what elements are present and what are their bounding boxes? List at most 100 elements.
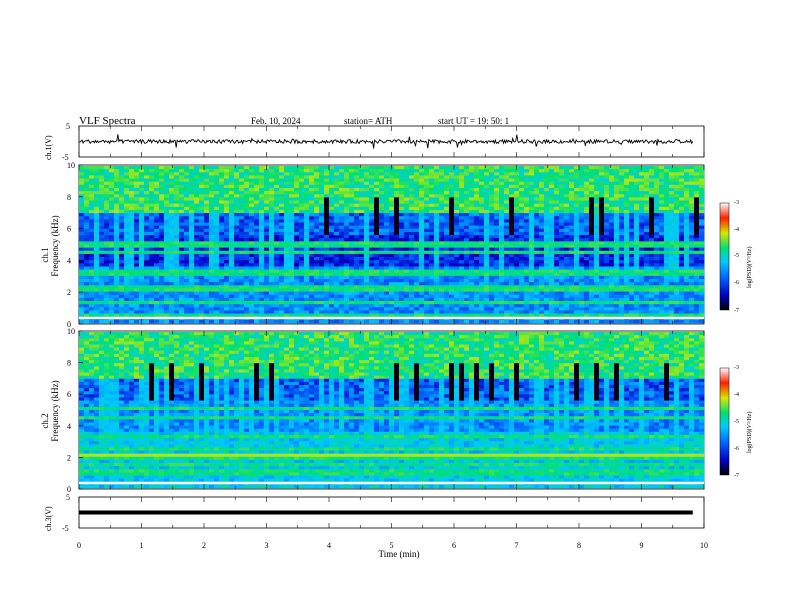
spec-cell: [149, 181, 155, 186]
spec-cell: [289, 172, 295, 176]
spec-cell: [409, 194, 415, 198]
spec-cell: [109, 235, 115, 239]
spec-cell: [649, 172, 655, 176]
spec-cell: [389, 187, 395, 192]
spec-cell: [454, 263, 460, 267]
spec-cell: [269, 181, 275, 186]
spec-cell: [464, 272, 470, 277]
spec-cell: [669, 213, 675, 217]
spec-cell: [409, 206, 415, 211]
spec-cell: [439, 203, 445, 208]
spec-cell: [579, 257, 585, 261]
spec-cell: [379, 206, 385, 211]
spec-cell: [489, 272, 495, 277]
spec-cell: [339, 203, 345, 208]
spec-cell: [419, 166, 425, 170]
spec-cell: [399, 269, 405, 274]
spec-cell: [689, 241, 695, 245]
spec-cell: [369, 166, 375, 170]
spec-cell: [289, 285, 295, 289]
spec-cell: [274, 216, 280, 220]
spec-cell: [474, 213, 480, 217]
spec-cell: [149, 213, 155, 217]
spec-cell: [559, 238, 565, 242]
spec-cell: [509, 272, 515, 277]
spec-cell: [224, 253, 230, 258]
spec-cell: [514, 172, 520, 176]
spec-cell: [454, 178, 460, 182]
spec-cell: [514, 247, 520, 252]
spec-cell: [634, 272, 640, 277]
spec-cell: [499, 225, 505, 230]
spec-cell: [519, 187, 525, 192]
spec-cell: [119, 200, 125, 204]
spec-cell: [674, 194, 680, 198]
spec-cell: [304, 203, 310, 208]
spec-cell: [539, 285, 545, 289]
spec-cell: [689, 213, 695, 217]
spec-cell: [484, 187, 490, 192]
spec-cell: [294, 247, 300, 252]
spec-cell: [349, 275, 355, 280]
spec-cell: [309, 219, 315, 223]
spec-cell: [464, 263, 470, 267]
spec-cell: [499, 184, 505, 189]
spec-cell: [229, 175, 235, 179]
spec-cell: [244, 166, 250, 170]
spec-cell: [379, 181, 385, 186]
spec-cell: [204, 257, 210, 261]
spec-cell: [99, 260, 105, 264]
spec-cell: [519, 235, 525, 239]
spec-cell: [304, 257, 310, 261]
spec-cell: [94, 285, 100, 289]
spec-cell: [449, 279, 455, 283]
spec-cell: [439, 253, 445, 258]
spec-cell: [414, 219, 420, 223]
spec-cell: [99, 272, 105, 277]
spec-cell: [159, 191, 165, 195]
spec-cell: [619, 260, 625, 264]
spec-cell: [534, 241, 540, 245]
spec-cell: [419, 275, 425, 280]
spec-cell: [664, 225, 670, 230]
spec-cell: [689, 222, 695, 226]
spec-cell: [664, 213, 670, 217]
spec-cell: [354, 175, 360, 179]
spec-cell: [259, 197, 265, 201]
spec-cell: [479, 203, 485, 208]
spec-cell: [519, 213, 525, 217]
spec-cell: [634, 197, 640, 201]
spec-cell: [219, 178, 225, 182]
spec-cell: [314, 219, 320, 223]
spec-cell: [304, 172, 310, 176]
spec-cell: [599, 166, 605, 170]
spec-cell: [594, 266, 600, 270]
spec-cell: [609, 197, 615, 201]
spec-cell: [514, 169, 520, 173]
spec-cell: [364, 166, 370, 170]
spec-cell: [124, 228, 130, 233]
spec-cell: [549, 216, 555, 220]
spec-cell: [349, 266, 355, 270]
spec-cell: [569, 200, 575, 204]
spec-cell: [639, 178, 645, 182]
spec-cell: [664, 169, 670, 173]
spec-cell: [179, 206, 185, 211]
spec-cell: [354, 216, 360, 220]
spec-cell: [104, 250, 110, 255]
spec-cell: [164, 279, 170, 283]
spec-cell: [254, 250, 260, 255]
spec-cell: [239, 197, 245, 201]
spec-cell: [474, 275, 480, 280]
spec-cell: [294, 285, 300, 289]
spec-cell: [344, 197, 350, 201]
spec-cell: [689, 228, 695, 233]
spec-cell: [554, 257, 560, 261]
spec-cell: [134, 209, 140, 214]
spec-cell: [674, 187, 680, 192]
spec-cell: [424, 178, 430, 182]
spec-cell: [469, 222, 475, 226]
spec-cell: [184, 235, 190, 239]
spec-cell: [174, 228, 180, 233]
spec-cell: [184, 166, 190, 170]
